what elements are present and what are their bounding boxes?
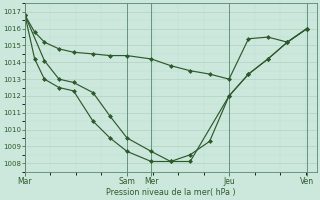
X-axis label: Pression niveau de la mer( hPa ): Pression niveau de la mer( hPa ) xyxy=(106,188,236,197)
